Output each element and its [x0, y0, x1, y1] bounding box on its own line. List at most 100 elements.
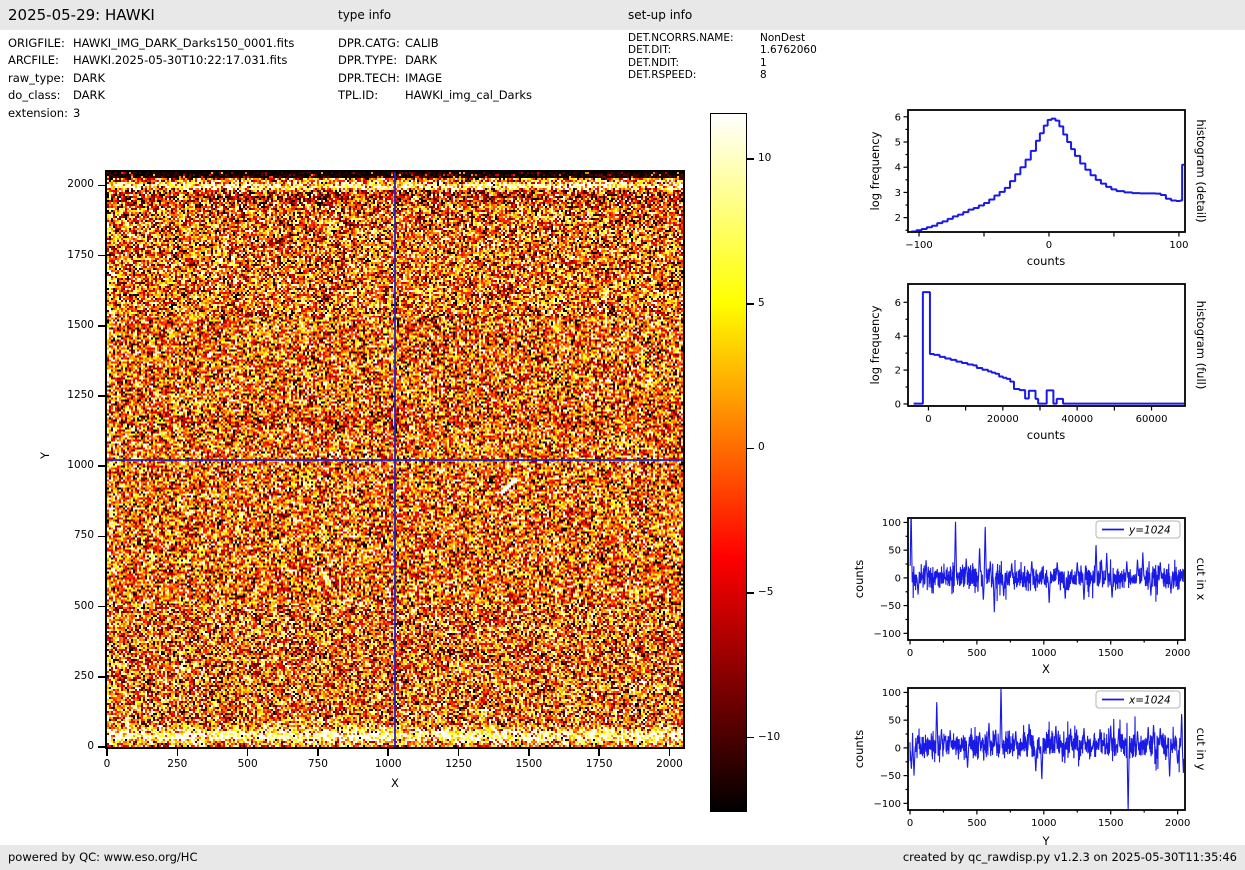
tick-label: 2000	[650, 758, 690, 770]
det-ndit-label: DET.NDIT:	[628, 57, 760, 69]
tick-mark	[98, 536, 105, 538]
file-info-row: ORIGFILE:HAWKI_IMG_DARK_Darks150_0001.fi…	[8, 35, 294, 52]
det-rspeed-value: 8	[760, 69, 767, 81]
cut-y-canvas	[858, 674, 1192, 842]
rawtype-label: raw_type:	[8, 70, 73, 87]
tick-mark	[98, 746, 105, 748]
tick-label: 1250	[439, 758, 479, 770]
tick-mark	[528, 749, 530, 756]
setup-info-row: DET.NDIT:1	[628, 57, 817, 69]
tick-mark	[177, 749, 179, 756]
tick-label: 1250	[56, 389, 94, 401]
setup-info-row: DET.NCORRS.NAME:NonDest	[628, 32, 817, 44]
cut-x-right-label: cut in x	[1194, 558, 1208, 601]
tick-label: 1000	[368, 758, 408, 770]
tpl-id-value: HAWKI_img_cal_Darks	[405, 87, 532, 104]
doclass-label: do_class:	[8, 87, 73, 104]
type-info-row: DPR.CATG:CALIB	[338, 35, 532, 52]
main-plot-xlabel: X	[391, 776, 399, 790]
cut-y-right-label: cut in y	[1194, 728, 1208, 771]
tick-label: 1750	[579, 758, 619, 770]
type-info-block: DPR.CATG:CALIB DPR.TYPE:DARK DPR.TECH:IM…	[338, 35, 532, 105]
type-info-row: DPR.TECH:IMAGE	[338, 70, 532, 87]
type-info-row: DPR.TYPE:DARK	[338, 52, 532, 69]
colorbar-tick-label: −5	[758, 586, 773, 598]
origfile-value: HAWKI_IMG_DARK_Darks150_0001.fits	[73, 35, 294, 52]
hist-full-xlabel: counts	[1027, 428, 1065, 442]
hist-detail-right-label: histogram (detail)	[1194, 119, 1208, 222]
file-info-row: do_class:DARK	[8, 87, 294, 104]
file-info-row: ARCFILE:HAWKI.2025-05-30T10:22:17.031.fi…	[8, 52, 294, 69]
tick-label: 500	[56, 600, 94, 612]
tick-mark	[669, 749, 671, 756]
colorbar-tick	[747, 303, 754, 305]
det-ncorrs-label: DET.NCORRS.NAME:	[628, 32, 760, 44]
file-info-row: extension:3	[8, 105, 294, 122]
tick-label: 1500	[56, 319, 94, 331]
qc-report-page: { "header": { "title": "2025-05-29: HAWK…	[0, 0, 1245, 870]
tick-label: 0	[87, 758, 127, 770]
setup-info-row: DET.DIT:1.6762060	[628, 44, 817, 56]
tpl-id-label: TPL.ID:	[338, 87, 405, 104]
tick-mark	[598, 749, 600, 756]
tick-mark	[98, 255, 105, 257]
tick-label: 2000	[56, 178, 94, 190]
type-info-row: TPL.ID:HAWKI_img_cal_Darks	[338, 87, 532, 104]
colorbar-tick-label: −10	[758, 731, 780, 743]
det-dit-label: DET.DIT:	[628, 44, 760, 56]
tick-mark	[458, 749, 460, 756]
dpr-type-label: DPR.TYPE:	[338, 52, 405, 69]
tick-mark	[247, 749, 249, 756]
hist-detail-xlabel: counts	[1027, 254, 1065, 268]
colorbar-tick-label: 10	[758, 152, 771, 164]
arcfile-label: ARCFILE:	[8, 52, 73, 69]
tick-label: 1750	[56, 249, 94, 261]
tick-label: 750	[56, 529, 94, 541]
setup-info-heading: set-up info	[628, 0, 692, 30]
extension-label: extension:	[8, 105, 73, 122]
hist-detail-canvas	[858, 96, 1192, 264]
doclass-value: DARK	[73, 87, 105, 104]
tick-label: 0	[56, 740, 94, 752]
tick-label: 500	[228, 758, 268, 770]
tick-mark	[98, 325, 105, 327]
setup-info-row: DET.RSPEED:8	[628, 69, 817, 81]
tick-mark	[98, 395, 105, 397]
dpr-tech-label: DPR.TECH:	[338, 70, 405, 87]
hist-full-canvas	[858, 270, 1192, 438]
tick-label: 750	[298, 758, 338, 770]
cut-x-canvas	[858, 504, 1192, 672]
setup-info-block: DET.NCORRS.NAME:NonDest DET.DIT:1.676206…	[628, 32, 817, 82]
colorbar	[710, 113, 747, 812]
page-title: 2025-05-29: HAWKI	[8, 0, 155, 30]
tick-mark	[98, 465, 105, 467]
crosshair-horizontal-line	[107, 459, 683, 461]
hist-full-right-label: histogram (full)	[1194, 301, 1208, 390]
colorbar-tick	[747, 592, 754, 594]
colorbar-tick-label: 5	[758, 297, 765, 309]
colorbar-tick	[747, 448, 754, 450]
tick-mark	[98, 676, 105, 678]
main-plot-ylabel: Y	[38, 452, 52, 459]
det-rspeed-label: DET.RSPEED:	[628, 69, 760, 81]
file-info-row: raw_type:DARK	[8, 70, 294, 87]
colorbar-tick	[747, 158, 754, 160]
arcfile-value: HAWKI.2025-05-30T10:22:17.031.fits	[73, 52, 287, 69]
tick-mark	[317, 749, 319, 756]
colorbar-tick	[747, 737, 754, 739]
header-bar	[0, 0, 1245, 30]
detector-image-plot	[105, 170, 685, 749]
det-dit-value: 1.6762060	[760, 44, 817, 56]
footer-right-text: created by qc_rawdisp.py v1.2.3 on 2025-…	[903, 845, 1237, 870]
type-info-heading: type info	[338, 0, 391, 30]
tick-mark	[98, 606, 105, 608]
det-ncorrs-value: NonDest	[760, 32, 805, 44]
tick-label: 250	[157, 758, 197, 770]
tick-label: 1000	[56, 459, 94, 471]
file-info-block: ORIGFILE:HAWKI_IMG_DARK_Darks150_0001.fi…	[8, 35, 294, 122]
tick-label: 1500	[509, 758, 549, 770]
origfile-label: ORIGFILE:	[8, 35, 73, 52]
footer-left-text: powered by QC: www.eso.org/HC	[8, 845, 197, 870]
det-ndit-value: 1	[760, 57, 767, 69]
tick-mark	[106, 749, 108, 756]
